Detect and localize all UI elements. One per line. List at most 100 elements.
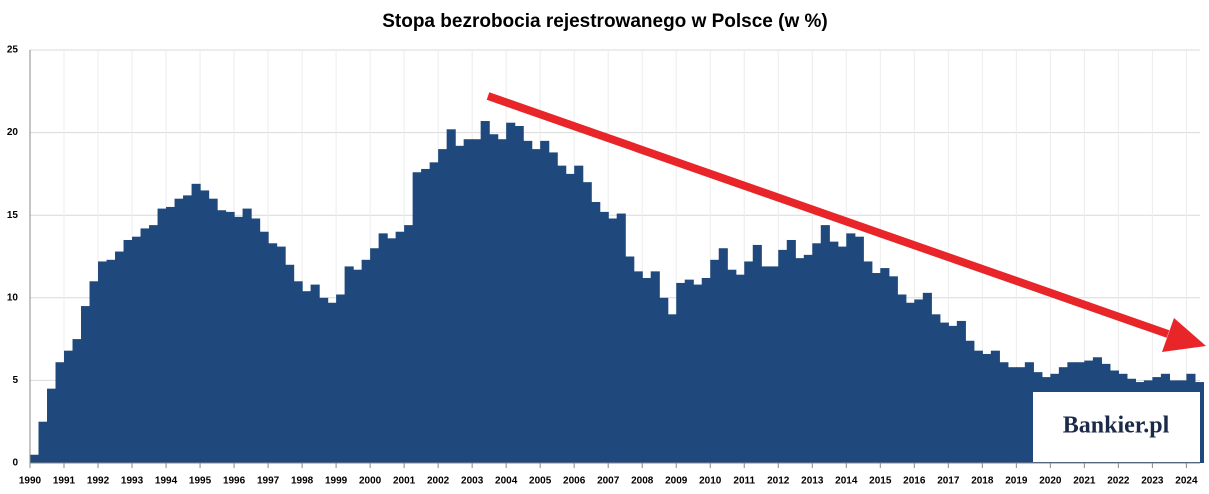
bar xyxy=(718,248,728,463)
x-tick-label: 2010 xyxy=(699,476,722,487)
bar xyxy=(259,231,269,463)
bar xyxy=(616,213,626,463)
x-tick-label: 2004 xyxy=(495,476,518,487)
x-tick-label: 1993 xyxy=(121,476,144,487)
bar xyxy=(200,190,210,464)
x-tick-label: 2018 xyxy=(971,476,994,487)
y-tick-label: 25 xyxy=(7,45,19,56)
bar xyxy=(489,134,499,463)
bar xyxy=(1024,362,1034,463)
bar xyxy=(582,182,592,463)
bar xyxy=(429,162,439,463)
bar xyxy=(140,228,150,463)
bar xyxy=(727,269,737,463)
bar xyxy=(863,261,873,463)
trend-arrow xyxy=(486,92,1170,338)
y-tick-label: 15 xyxy=(7,210,19,221)
bar xyxy=(463,139,473,463)
bar xyxy=(480,121,490,463)
bar xyxy=(446,129,456,463)
x-tick-label: 2014 xyxy=(835,476,858,487)
bar xyxy=(990,350,1000,463)
bar xyxy=(132,236,142,463)
bar xyxy=(914,299,924,463)
y-tick-label: 10 xyxy=(7,292,19,303)
bar xyxy=(676,282,686,463)
x-tick-label: 2007 xyxy=(597,476,620,487)
bar xyxy=(30,454,40,463)
x-tick-label: 2009 xyxy=(665,476,688,487)
bar xyxy=(608,218,618,463)
bar xyxy=(931,314,941,463)
bar xyxy=(599,211,609,463)
bar xyxy=(310,284,320,463)
bar xyxy=(540,140,550,464)
x-tick-label: 2017 xyxy=(937,476,960,487)
bar xyxy=(497,139,507,463)
bar xyxy=(438,149,448,463)
bar xyxy=(183,195,193,463)
bars xyxy=(30,121,1205,464)
bar xyxy=(548,152,558,463)
bar xyxy=(778,249,788,463)
bar xyxy=(999,362,1009,463)
x-tick-label: 2011 xyxy=(733,476,755,487)
bar xyxy=(591,201,601,463)
bar xyxy=(514,125,524,463)
bar xyxy=(761,266,771,463)
bar xyxy=(217,210,227,463)
bar xyxy=(642,277,652,463)
x-tick-label: 1991 xyxy=(53,476,76,487)
x-tick-label: 1999 xyxy=(325,476,348,487)
bar xyxy=(846,233,856,463)
bar xyxy=(472,139,482,463)
bar xyxy=(38,421,48,463)
x-tick-label: 2022 xyxy=(1107,476,1130,487)
logo-box xyxy=(1033,392,1200,462)
bar xyxy=(208,198,218,463)
bar xyxy=(557,165,567,463)
bar xyxy=(302,291,312,463)
bar xyxy=(81,306,91,463)
bar xyxy=(633,271,643,463)
bar xyxy=(395,231,405,463)
bar xyxy=(922,292,932,463)
bar xyxy=(115,251,125,463)
bar xyxy=(293,281,303,463)
bar xyxy=(905,302,915,463)
x-tick-label: 1998 xyxy=(291,476,314,487)
bar xyxy=(871,273,881,463)
x-tick-label: 2005 xyxy=(529,476,552,487)
bar xyxy=(98,261,108,463)
x-tick-label: 1996 xyxy=(223,476,246,487)
bar xyxy=(948,325,958,463)
bar xyxy=(64,350,74,463)
x-tick-label: 1990 xyxy=(19,476,42,487)
arrow-head xyxy=(1162,318,1206,352)
bar xyxy=(353,269,363,463)
bar xyxy=(421,168,431,463)
x-tick-label: 2002 xyxy=(427,476,450,487)
bar xyxy=(285,264,295,463)
bar xyxy=(684,279,694,463)
bar xyxy=(973,350,983,463)
bar xyxy=(523,140,533,464)
bar xyxy=(565,173,575,463)
y-tick-label: 0 xyxy=(12,458,18,469)
bar xyxy=(191,183,201,463)
bar xyxy=(667,314,677,463)
x-tick-label: 2016 xyxy=(903,476,926,487)
x-tick-label: 2020 xyxy=(1039,476,1062,487)
bar xyxy=(106,259,116,463)
bar xyxy=(506,122,516,464)
bar xyxy=(123,239,133,463)
bar xyxy=(769,266,779,463)
x-tick-label: 2019 xyxy=(1005,476,1028,487)
bar xyxy=(225,211,235,463)
bar xyxy=(378,233,388,463)
bar xyxy=(268,243,278,463)
bar xyxy=(625,256,635,463)
x-tick-label: 1994 xyxy=(155,476,178,487)
bar xyxy=(251,218,261,463)
